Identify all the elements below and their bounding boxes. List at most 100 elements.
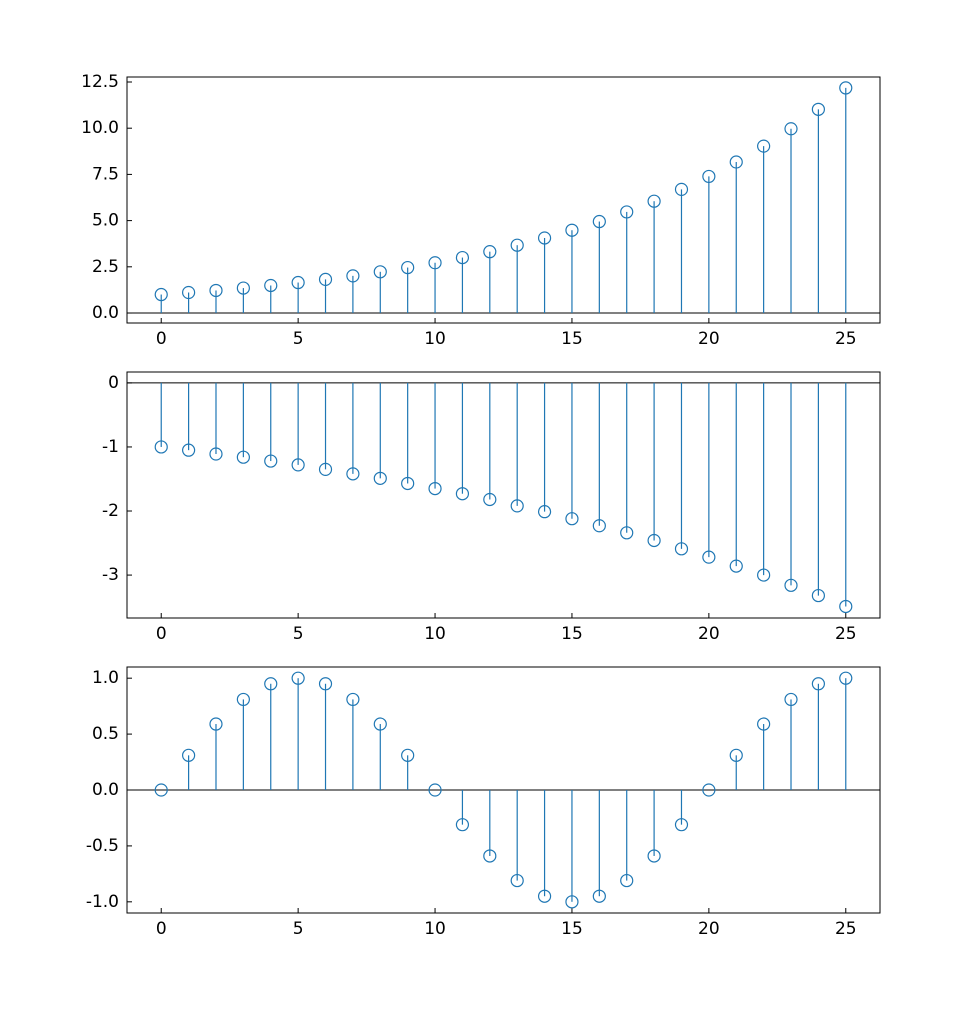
x-tick-label: 10 <box>424 329 446 349</box>
marker <box>346 269 360 283</box>
marker <box>757 568 771 582</box>
x-tick-label: 10 <box>424 919 446 939</box>
y-tick-label: 1.0 <box>92 668 119 688</box>
marker <box>784 122 798 136</box>
marker <box>839 599 853 614</box>
marker <box>565 895 579 909</box>
x-tick-label: 0 <box>156 329 167 349</box>
marker <box>592 519 606 533</box>
marker <box>510 873 524 888</box>
marker <box>236 450 250 464</box>
marker <box>154 287 168 302</box>
marker <box>702 783 716 797</box>
x-tick-label: 20 <box>698 624 720 644</box>
marker <box>510 238 524 252</box>
marker <box>565 512 579 526</box>
y-tick-label: -2 <box>102 501 119 521</box>
x-tick-label: 25 <box>835 624 857 644</box>
y-tick-label: -1.0 <box>86 892 119 912</box>
marker <box>620 526 634 540</box>
y-tick-label: 10.0 <box>81 118 119 138</box>
marker <box>291 275 305 290</box>
marker <box>264 278 278 293</box>
marker <box>373 717 387 731</box>
marker <box>483 492 497 507</box>
x-tick-label: 0 <box>156 624 167 644</box>
marker <box>702 550 716 564</box>
marker <box>428 256 442 270</box>
y-tick-label: 2.5 <box>92 257 119 277</box>
y-tick-label: 0.5 <box>92 724 119 744</box>
marker <box>647 194 661 208</box>
marker <box>729 155 743 169</box>
marker <box>455 818 470 832</box>
marker <box>236 692 250 707</box>
marker <box>154 440 168 454</box>
marker <box>346 692 360 707</box>
marker <box>510 499 524 513</box>
x-tick-label: 15 <box>561 919 583 939</box>
marker <box>318 677 333 691</box>
y-tick-label: 12.5 <box>81 72 119 92</box>
x-tick-label: 0 <box>156 919 167 939</box>
marker <box>318 462 333 476</box>
marker <box>839 671 853 685</box>
x-tick-label: 5 <box>293 919 304 939</box>
marker <box>428 481 442 496</box>
marker <box>620 205 634 219</box>
marker <box>455 487 470 501</box>
marker <box>647 849 661 863</box>
y-tick-label: -1 <box>102 437 119 457</box>
marker <box>811 677 825 691</box>
marker <box>784 692 798 707</box>
marker <box>182 748 196 762</box>
y-tick-label: 0.0 <box>92 303 119 323</box>
marker <box>674 182 689 196</box>
y-tick-label: 0 <box>108 373 119 393</box>
marker <box>401 748 415 762</box>
y-tick-label: -0.5 <box>86 836 119 856</box>
marker <box>318 272 333 286</box>
marker <box>428 783 442 797</box>
marker <box>401 476 415 491</box>
marker <box>537 505 552 519</box>
marker <box>346 467 360 481</box>
marker <box>264 677 278 691</box>
y-tick-label: -3 <box>102 565 119 585</box>
x-tick-label: 5 <box>293 329 304 349</box>
marker <box>291 671 305 685</box>
marker <box>729 559 743 573</box>
marker <box>209 283 223 298</box>
marker <box>401 260 415 275</box>
marker <box>674 818 689 832</box>
marker <box>373 471 387 485</box>
marker <box>373 265 387 279</box>
x-tick-label: 20 <box>698 329 720 349</box>
x-tick-label: 10 <box>424 624 446 644</box>
marker <box>565 223 579 237</box>
x-tick-label: 15 <box>561 624 583 644</box>
marker <box>784 578 798 592</box>
x-tick-label: 20 <box>698 919 720 939</box>
y-tick-label: 7.5 <box>92 164 119 184</box>
marker <box>811 102 825 116</box>
marker <box>757 139 771 153</box>
marker <box>236 281 250 295</box>
marker <box>702 169 716 184</box>
axes-frame <box>126 76 881 324</box>
x-tick-label: 25 <box>835 329 857 349</box>
marker <box>483 245 497 259</box>
marker <box>209 717 223 731</box>
marker <box>291 458 305 472</box>
marker <box>455 250 470 265</box>
marker <box>264 454 278 468</box>
marker <box>647 533 661 548</box>
marker <box>592 889 606 903</box>
marker <box>620 873 634 888</box>
x-tick-label: 5 <box>293 624 304 644</box>
marker <box>483 849 497 863</box>
marker <box>811 588 825 603</box>
marker <box>537 889 552 903</box>
